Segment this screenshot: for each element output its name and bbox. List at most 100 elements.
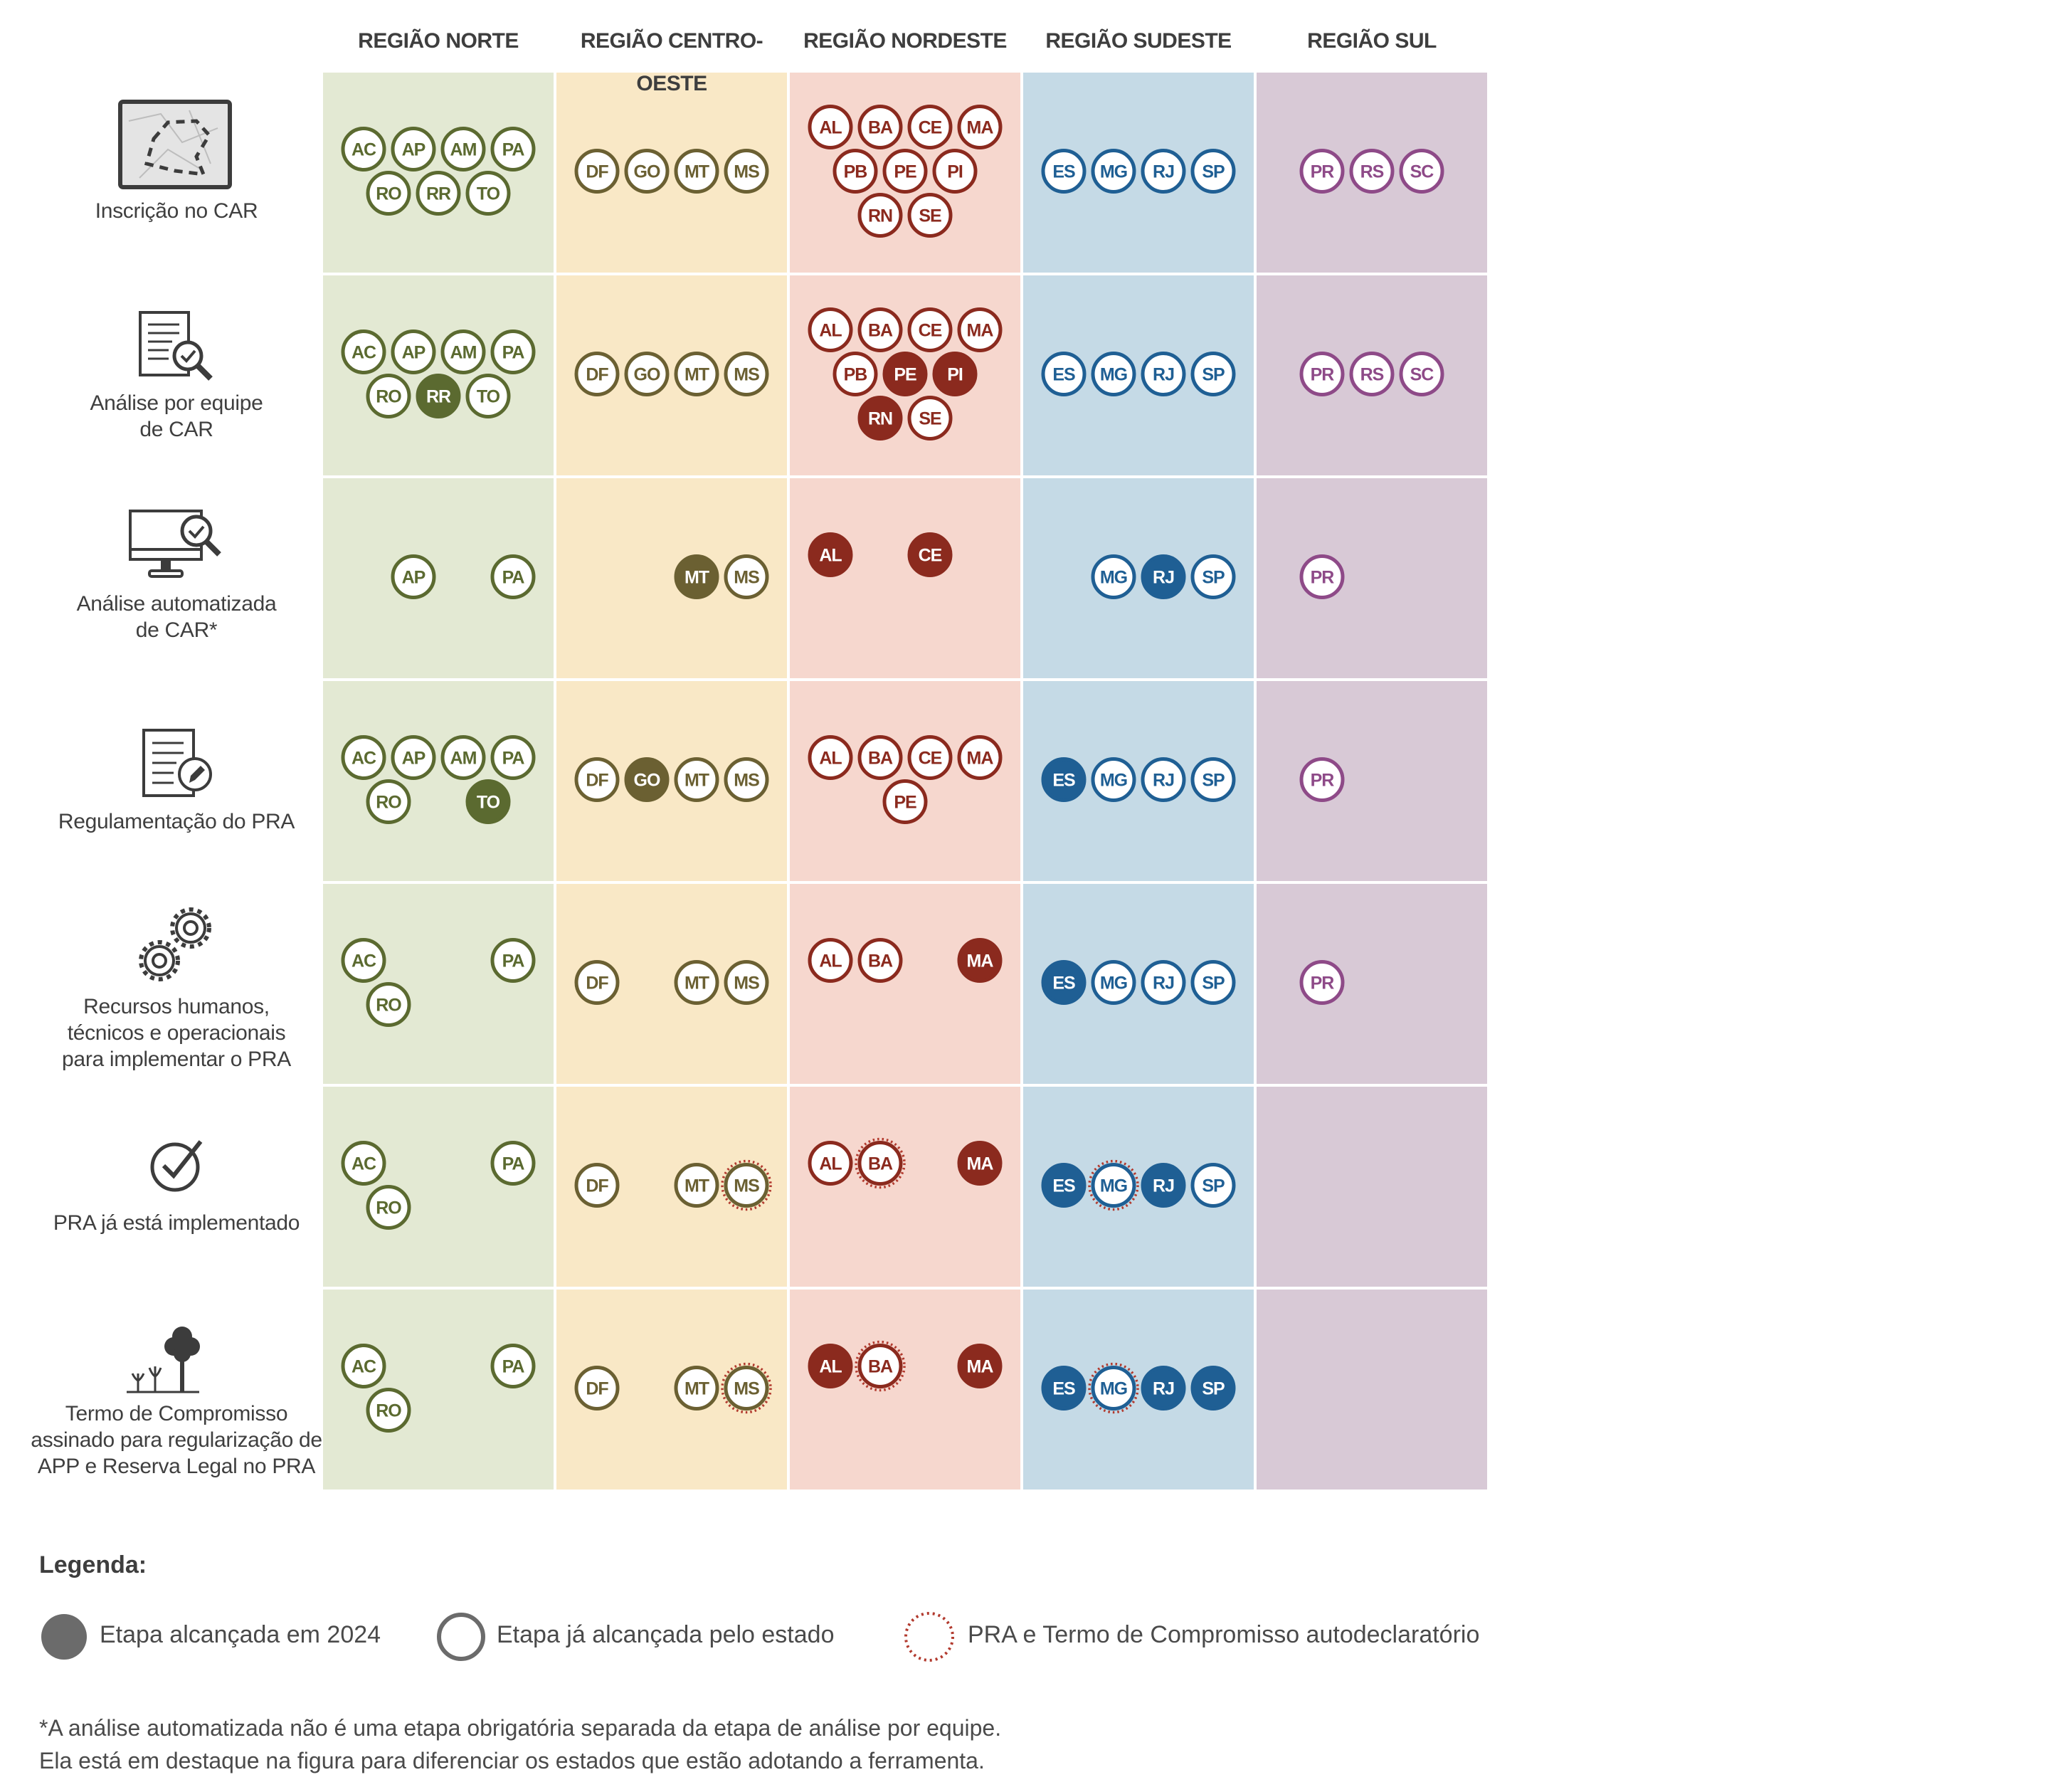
svg-text:BA: BA	[868, 321, 893, 341]
state-marker-ce: CE	[907, 532, 953, 577]
state-marker-al: AL	[808, 938, 853, 983]
state-marker-go: GO	[624, 352, 670, 396]
state-marker-mt: MT	[674, 1366, 719, 1411]
state-marker-es: ES	[1041, 149, 1087, 194]
state-marker-ap: AP	[391, 735, 436, 780]
state-marker-pa: PA	[490, 127, 536, 172]
cell-nordeste	[790, 1290, 1020, 1490]
monitor-check-icon	[129, 510, 221, 578]
state-marker-am: AM	[440, 329, 486, 374]
svg-text:SP: SP	[1202, 974, 1225, 993]
svg-text:PE: PE	[894, 162, 916, 182]
svg-text:PE: PE	[894, 793, 916, 813]
step-label: Recursos humanos, técnicos e operacionai…	[62, 995, 291, 1071]
svg-text:RJ: RJ	[1153, 974, 1174, 993]
svg-text:GO: GO	[634, 365, 660, 385]
state-marker-ac: AC	[341, 735, 386, 780]
document-pen-icon	[142, 729, 212, 797]
state-marker-es: ES	[1041, 352, 1087, 396]
state-marker-mt: MT	[674, 960, 719, 1005]
state-marker-ap: AP	[391, 554, 436, 599]
step-label: Regulamentação do PRA	[58, 810, 295, 833]
state-marker-rn: RN	[857, 396, 903, 441]
svg-text:RS: RS	[1360, 162, 1384, 182]
state-marker-ba: BA	[857, 938, 903, 983]
map-icon	[118, 100, 232, 189]
svg-text:PR: PR	[1311, 771, 1335, 791]
svg-text:SE: SE	[919, 206, 941, 226]
svg-text:CE: CE	[919, 321, 942, 341]
svg-text:MG: MG	[1100, 162, 1127, 182]
state-marker-ro: RO	[366, 1388, 411, 1433]
svg-text:PA: PA	[502, 1357, 525, 1377]
state-marker-ma: MA	[957, 1344, 1003, 1388]
svg-text:RO: RO	[376, 793, 401, 813]
svg-text:MS: MS	[734, 365, 759, 385]
legend-title: Legenda:	[39, 1551, 147, 1578]
svg-text:ES: ES	[1052, 1379, 1075, 1399]
svg-text:GO: GO	[634, 771, 660, 791]
svg-text:PB: PB	[844, 365, 867, 385]
state-marker-rj: RJ	[1141, 554, 1186, 599]
svg-text:PA: PA	[502, 140, 525, 160]
state-marker-rj: RJ	[1141, 352, 1186, 396]
state-marker-pb: PB	[832, 149, 878, 194]
svg-text:RO: RO	[376, 1401, 401, 1421]
state-marker-se: SE	[907, 396, 953, 441]
svg-text:BA: BA	[868, 749, 893, 769]
svg-text:PA: PA	[502, 951, 525, 971]
svg-text:MG: MG	[1100, 974, 1127, 993]
step-label: PRA já está implementado	[53, 1211, 300, 1235]
footnote-line-2: Ela está em destaque na figura para dife…	[39, 1748, 985, 1773]
svg-text:MT: MT	[684, 568, 709, 588]
cell-sul	[1257, 478, 1487, 678]
state-marker-pi: PI	[932, 149, 978, 194]
cell-sul	[1257, 681, 1487, 881]
step-label: Inscrição no CAR	[95, 199, 258, 223]
state-marker-ma: MA	[957, 105, 1003, 149]
state-marker-mg: MG	[1088, 1159, 1139, 1211]
legend-filled-marker	[41, 1614, 87, 1660]
footnote-line-1: *A análise automatizada não é uma etapa …	[39, 1715, 1002, 1741]
state-marker-pa: PA	[490, 554, 536, 599]
state-marker-df: DF	[574, 149, 620, 194]
svg-text:MA: MA	[967, 749, 994, 769]
svg-text:DF: DF	[586, 1379, 608, 1399]
step-label: Análise automatizada de CAR*	[76, 592, 277, 642]
state-marker-pb: PB	[832, 352, 878, 396]
svg-text:MT: MT	[684, 771, 709, 791]
svg-text:AC: AC	[352, 1357, 376, 1377]
cell-nordeste	[790, 884, 1020, 1084]
state-marker-rr: RR	[416, 171, 461, 216]
svg-text:MT: MT	[684, 162, 709, 182]
svg-text:PR: PR	[1311, 568, 1335, 588]
svg-text:AP: AP	[402, 140, 426, 160]
svg-text:RS: RS	[1360, 365, 1384, 385]
svg-text:AL: AL	[819, 118, 842, 138]
svg-text:PA: PA	[502, 568, 525, 588]
svg-text:AC: AC	[352, 951, 376, 971]
state-marker-rj: RJ	[1141, 1163, 1186, 1208]
state-marker-es: ES	[1041, 757, 1087, 802]
cell-norte	[323, 1087, 554, 1287]
svg-text:MA: MA	[967, 1357, 994, 1377]
state-marker-ro: RO	[366, 374, 411, 418]
cell-nordeste	[790, 1087, 1020, 1287]
state-marker-ce: CE	[907, 735, 953, 780]
state-marker-mg: MG	[1091, 554, 1136, 599]
state-marker-al: AL	[808, 307, 853, 352]
region-title-nordeste: REGIÃO NORDESTE	[803, 29, 1007, 53]
state-marker-ba: BA	[855, 1137, 906, 1189]
state-marker-df: DF	[574, 352, 620, 396]
cell-sul	[1257, 1290, 1487, 1490]
state-marker-ac: AC	[341, 1344, 386, 1388]
svg-text:TO: TO	[477, 387, 500, 407]
state-marker-al: AL	[808, 735, 853, 780]
state-marker-ms: MS	[724, 960, 769, 1005]
state-marker-ms: MS	[724, 352, 769, 396]
svg-text:RJ: RJ	[1153, 162, 1174, 182]
state-marker-pr: PR	[1299, 352, 1345, 396]
svg-text:SP: SP	[1202, 771, 1225, 791]
state-marker-mt: MT	[674, 149, 719, 194]
state-marker-df: DF	[574, 1366, 620, 1411]
